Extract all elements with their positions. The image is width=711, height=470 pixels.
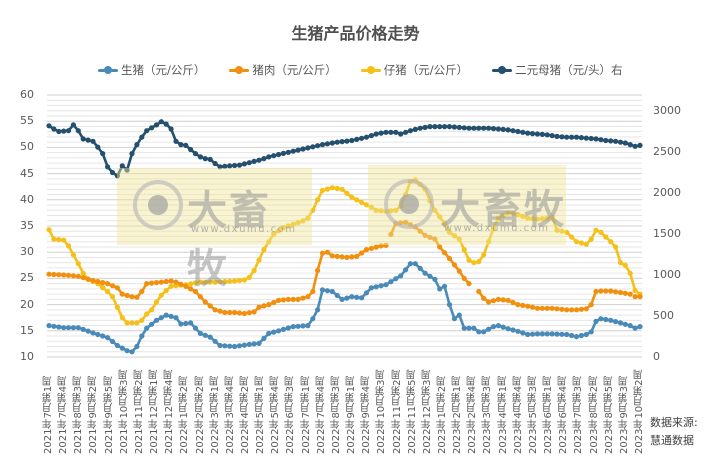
x-tick-label: 2023年4月第4周 bbox=[512, 375, 524, 454]
legend-marker-icon bbox=[492, 66, 513, 74]
legend-marker-icon bbox=[229, 66, 250, 74]
legend-item-pork[interactable]: 猪肉（元/公斤） bbox=[229, 62, 337, 78]
x-tick-label: 2022年5月第1周 bbox=[255, 375, 267, 454]
watermark-logo-icon bbox=[384, 179, 434, 229]
chart-title: 生猪产品价格走势 bbox=[291, 24, 420, 43]
watermark-brand: 大畜牧 bbox=[440, 187, 566, 233]
x-tick-label: 2021年9月第2周 bbox=[88, 375, 100, 454]
x-tick-label: 2022年10月第3周 bbox=[376, 369, 388, 454]
x-tick-label: 2021年10月第3周 bbox=[118, 369, 130, 454]
x-tick-label: 2023年2月第1周 bbox=[452, 375, 464, 454]
legend-marker-icon bbox=[360, 66, 381, 74]
y-tick-left: 10 bbox=[20, 350, 34, 363]
x-tick-label: 2021年12月第4周 bbox=[164, 369, 176, 454]
x-tick-label: 2022年11月第5周 bbox=[406, 369, 418, 454]
x-tick-label: 2023年7月第3周 bbox=[573, 375, 585, 454]
x-tick-label: 2022年2月第2周 bbox=[194, 375, 206, 454]
x-tick-label: 2022年1月第2周 bbox=[179, 375, 191, 454]
data-source: 数据来源: 慧通数据 bbox=[650, 414, 698, 450]
y-tick-left: 15 bbox=[20, 323, 34, 337]
y-tick-left: 30 bbox=[20, 245, 34, 259]
y-tick-left: 45 bbox=[20, 166, 34, 180]
legend-marker-icon bbox=[98, 66, 118, 74]
watermark-box: 大畜牧 www.dxumu.com bbox=[117, 168, 312, 292]
x-tick-label: 2023年9月第3周 bbox=[618, 375, 630, 454]
x-axis-labels: 2021年7月第1周 2021年7月第4周 2021年8月第3周 2021年9月第2周… bbox=[0, 364, 711, 464]
y-tick-right: 2000 bbox=[653, 186, 681, 199]
y-tick-left: 55 bbox=[20, 114, 34, 128]
x-tick-label: 2021年7月第1周 bbox=[43, 375, 54, 454]
watermark-logo-icon bbox=[133, 180, 183, 230]
y-tick-right: 500 bbox=[653, 309, 674, 322]
y-tick-left: 40 bbox=[20, 192, 34, 206]
legend-label: 生猪（元/公斤） bbox=[121, 63, 206, 77]
x-tick-label: 2022年7月第4周 bbox=[315, 375, 327, 454]
x-tick-label: 2023年4月第1周 bbox=[497, 375, 509, 454]
x-tick-label: 2022年12月第3周 bbox=[421, 369, 433, 454]
x-tick-label: 2021年8月第3周 bbox=[73, 375, 85, 454]
watermark-box: 大畜牧 www.dxumu.com bbox=[368, 165, 566, 245]
chart-legend: 生猪（元/公斤） 猪肉（元/公斤） 仔猪（元/公斤） 二元母猪（元/头）右 bbox=[98, 62, 623, 78]
y-tick-right: 1000 bbox=[653, 268, 681, 281]
y-tick-right: 3000 bbox=[653, 104, 681, 117]
x-tick-label: 2023年8月第2周 bbox=[588, 375, 600, 454]
x-tick-label: 2023年5月第3周 bbox=[527, 375, 539, 454]
x-tick-label: 2022年5月第4周 bbox=[270, 375, 282, 454]
watermark-url: www.dxumu.com bbox=[444, 223, 550, 234]
x-tick-label: 2023年6月第1周 bbox=[543, 375, 555, 454]
y-tick-left: 60 bbox=[20, 88, 34, 101]
y-tick-left: 25 bbox=[20, 271, 34, 285]
source-line-2: 慧通数据 bbox=[650, 434, 694, 447]
x-tick-label: 2023年3月第3周 bbox=[482, 375, 494, 454]
x-tick-label: 2022年7月第1周 bbox=[300, 375, 312, 454]
watermark-brand: 大畜牧 bbox=[187, 188, 271, 292]
legend-label: 猪肉（元/公斤） bbox=[252, 63, 337, 77]
x-tick-label: 2021年7月第4周 bbox=[58, 375, 70, 454]
x-tick-label: 2021年9月第5周 bbox=[103, 375, 115, 454]
legend-label: 仔猪（元/公斤） bbox=[383, 63, 469, 77]
x-tick-label: 2022年3月第1周 bbox=[209, 375, 221, 454]
x-tick-label: 2021年12月第1周 bbox=[149, 369, 161, 454]
y-tick-left: 50 bbox=[20, 140, 34, 154]
x-tick-label: 2021年11月第2周 bbox=[133, 369, 145, 454]
x-tick-label: 2022年9月第4周 bbox=[361, 375, 373, 454]
x-tick-label: 2023年10月第2周 bbox=[634, 369, 645, 454]
x-tick-label: 2022年11月第2周 bbox=[391, 369, 403, 454]
legend-item-sow[interactable]: 二元母猪（元/头）右 bbox=[492, 62, 623, 78]
x-tick-label: 2022年8月第3周 bbox=[330, 375, 342, 454]
legend-label: 二元母猪（元/头）右 bbox=[515, 63, 623, 77]
x-tick-label: 2022年3月第4周 bbox=[224, 375, 236, 454]
x-tick-label: 2023年6月第4周 bbox=[558, 375, 570, 454]
x-tick-label: 2023年1月第2周 bbox=[437, 375, 448, 454]
x-tick-label: 2022年4月第2周 bbox=[240, 375, 251, 454]
source-line-1: 数据来源: bbox=[650, 416, 698, 429]
x-tick-label: 2023年8月第5周 bbox=[603, 375, 615, 454]
series-3[interactable] bbox=[46, 119, 643, 179]
y-tick-right: 0 bbox=[653, 350, 660, 363]
x-tick-label: 2022年9月第1周 bbox=[346, 375, 358, 454]
legend-item-live-hog[interactable]: 生猪（元/公斤） bbox=[98, 62, 205, 78]
legend-item-piglet[interactable]: 仔猪（元/公斤） bbox=[360, 62, 469, 78]
y-tick-right: 1500 bbox=[653, 227, 681, 240]
y-tick-left: 20 bbox=[20, 297, 34, 311]
x-tick-label: 2022年6月第3周 bbox=[285, 375, 297, 454]
series-0[interactable] bbox=[46, 261, 643, 355]
watermark-url: www.dxumu.com bbox=[191, 224, 297, 235]
y-tick-right: 2500 bbox=[653, 145, 681, 158]
y-tick-left: 35 bbox=[20, 219, 34, 232]
x-tick-label: 2023年2月第4周 bbox=[467, 375, 479, 454]
